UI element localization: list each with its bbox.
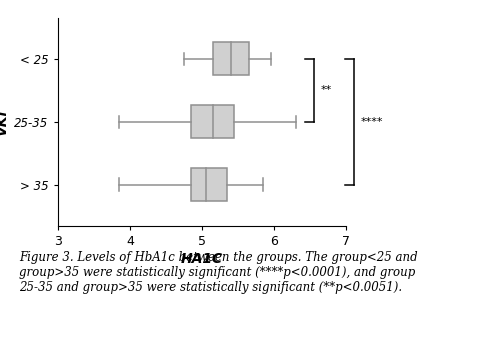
Bar: [191, 105, 234, 138]
Text: Figure 3. Levels of HbA1c between the groups. The group<25 and
group>35 were sta: Figure 3. Levels of HbA1c between the gr…: [19, 251, 417, 294]
Bar: [191, 168, 227, 201]
X-axis label: HA1C: HA1C: [180, 252, 223, 266]
Text: ****: ****: [360, 117, 383, 127]
Bar: [212, 43, 249, 75]
Y-axis label: VKi: VKi: [0, 108, 9, 135]
Text: **: **: [320, 85, 332, 95]
